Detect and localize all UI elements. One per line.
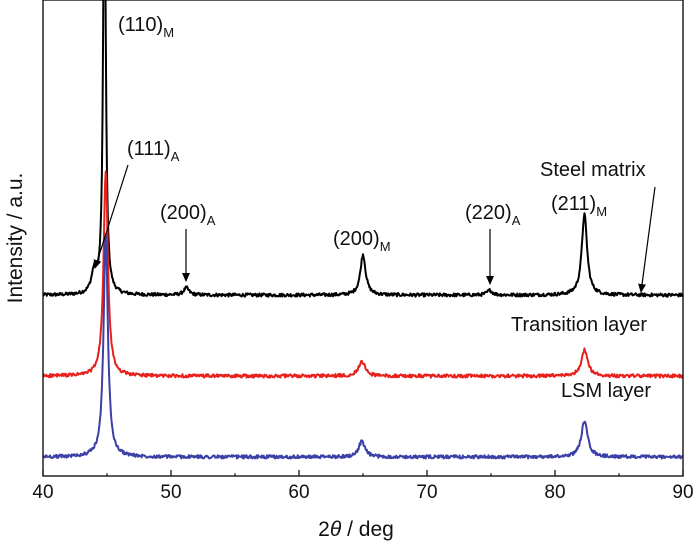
arrow-111A <box>93 164 129 269</box>
arrow-steel-matrix <box>638 186 656 293</box>
x-tick-label: 50 <box>160 482 181 503</box>
series-line-steel-matrix <box>43 0 683 298</box>
x-tick-label: 80 <box>544 482 565 503</box>
curve-label-transition: Transition layer <box>511 314 647 336</box>
peak-label-110M: (110)M <box>118 14 174 40</box>
series-line-transition-layer <box>43 170 683 379</box>
series-line-lsm-layer <box>43 233 683 460</box>
x-axis-label: 2θ / deg <box>318 518 394 541</box>
peak-label-200A: (200)A <box>160 202 216 228</box>
peak-label-111A: (111)A <box>127 138 180 164</box>
x-tick-label: 70 <box>416 482 437 503</box>
y-axis-label: Intensity / a.u. <box>4 173 27 304</box>
peak-label-211M: (211)M <box>551 193 607 219</box>
peak-label-200M: (200)M <box>333 228 391 254</box>
x-tick-label: 90 <box>672 482 693 503</box>
curve-label-steel: Steel matrix <box>540 159 646 181</box>
x-tick-label: 40 <box>32 482 53 503</box>
peak-label-220A: (220)A <box>465 202 521 228</box>
curve-label-lsm: LSM layer <box>561 380 651 402</box>
x-tick-label: 60 <box>288 482 309 503</box>
